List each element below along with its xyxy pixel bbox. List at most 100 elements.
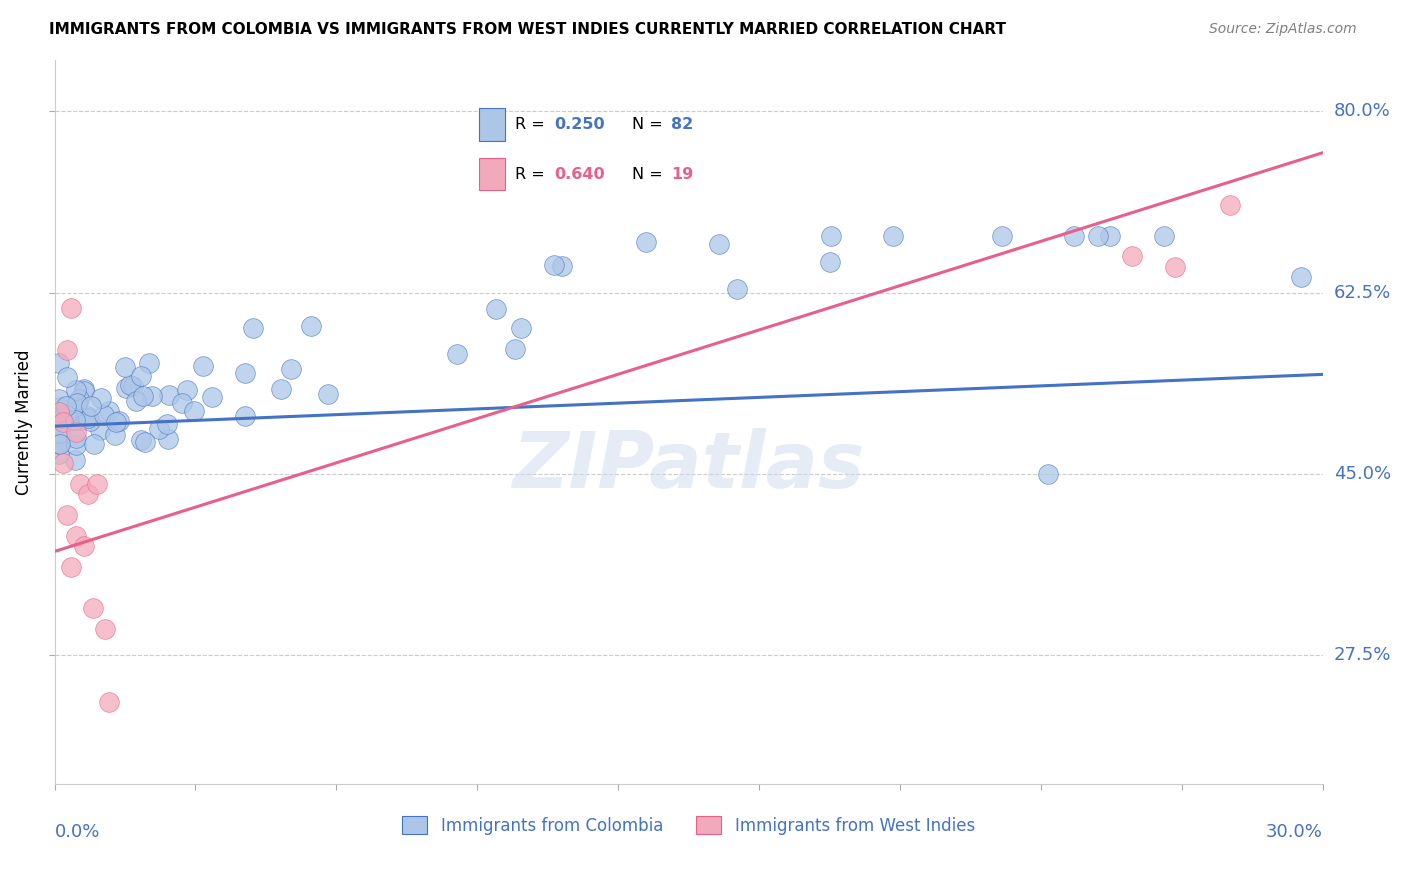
- Point: [48, 410, 70, 425]
- Point: [725, 282, 748, 296]
- Point: [94, 622, 117, 636]
- Legend: Immigrants from Colombia, Immigrants from West Indies: Immigrants from Colombia, Immigrants fro…: [395, 810, 981, 841]
- Text: 30.0%: 30.0%: [1265, 823, 1323, 841]
- Point: [129, 368, 152, 383]
- Point: [65, 425, 87, 440]
- Point: [446, 347, 468, 361]
- Point: [1153, 228, 1175, 243]
- Point: [79, 414, 101, 428]
- Point: [60, 560, 83, 574]
- Point: [551, 259, 574, 273]
- Point: [156, 417, 179, 431]
- Point: [97, 404, 120, 418]
- Point: [63, 413, 86, 427]
- Point: [242, 321, 264, 335]
- Point: [55, 408, 77, 422]
- Point: [1098, 228, 1121, 243]
- Bar: [479, 108, 505, 141]
- Point: [56, 508, 79, 523]
- Point: [90, 391, 112, 405]
- Point: [73, 382, 96, 396]
- Point: [48, 436, 70, 450]
- Text: N =: N =: [633, 117, 668, 132]
- Point: [69, 477, 91, 491]
- Point: [170, 396, 193, 410]
- Point: [131, 389, 153, 403]
- Point: [148, 422, 170, 436]
- Point: [157, 388, 180, 402]
- Point: [157, 432, 180, 446]
- Point: [1163, 260, 1185, 274]
- Point: [70, 412, 93, 426]
- Point: [86, 477, 108, 491]
- Point: [176, 383, 198, 397]
- Point: [49, 437, 72, 451]
- Point: [125, 393, 148, 408]
- Point: [707, 236, 730, 251]
- Point: [316, 387, 339, 401]
- Text: 82: 82: [671, 117, 693, 132]
- Point: [107, 414, 129, 428]
- Text: N =: N =: [633, 167, 668, 182]
- Point: [89, 423, 111, 437]
- Point: [510, 321, 533, 335]
- Point: [52, 457, 75, 471]
- Point: [48, 437, 70, 451]
- Point: [120, 378, 142, 392]
- Point: [51, 411, 73, 425]
- Point: [991, 228, 1014, 243]
- Point: [48, 392, 70, 406]
- Point: [818, 255, 841, 269]
- Point: [49, 425, 72, 440]
- Point: [134, 434, 156, 449]
- Point: [634, 235, 657, 249]
- Point: [129, 433, 152, 447]
- Bar: [479, 158, 505, 190]
- Point: [73, 384, 96, 399]
- Point: [65, 383, 87, 397]
- Point: [183, 403, 205, 417]
- Point: [882, 228, 904, 243]
- Text: R =: R =: [515, 167, 550, 182]
- Point: [48, 356, 70, 370]
- Point: [52, 415, 75, 429]
- Point: [1218, 197, 1240, 211]
- Point: [543, 258, 565, 272]
- Point: [820, 228, 842, 243]
- Point: [67, 392, 90, 406]
- Text: 0.0%: 0.0%: [55, 823, 100, 841]
- Point: [66, 396, 89, 410]
- Point: [76, 409, 98, 424]
- Point: [141, 389, 163, 403]
- Point: [104, 428, 127, 442]
- Point: [105, 416, 128, 430]
- Point: [48, 400, 70, 414]
- Text: 27.5%: 27.5%: [1334, 646, 1391, 664]
- Point: [233, 409, 256, 423]
- Point: [270, 382, 292, 396]
- Point: [60, 301, 83, 315]
- Point: [48, 405, 70, 419]
- Point: [55, 399, 77, 413]
- Point: [233, 366, 256, 380]
- Text: IMMIGRANTS FROM COLOMBIA VS IMMIGRANTS FROM WEST INDIES CURRENTLY MARRIED CORREL: IMMIGRANTS FROM COLOMBIA VS IMMIGRANTS F…: [49, 22, 1007, 37]
- Point: [114, 360, 136, 375]
- Point: [121, 379, 143, 393]
- Point: [138, 356, 160, 370]
- Text: 62.5%: 62.5%: [1334, 284, 1391, 301]
- Text: 0.640: 0.640: [554, 167, 605, 182]
- Text: 45.0%: 45.0%: [1334, 465, 1391, 483]
- Point: [56, 369, 79, 384]
- Point: [201, 391, 224, 405]
- Point: [65, 529, 87, 543]
- Text: ZIPatlas: ZIPatlas: [512, 427, 865, 503]
- Text: 19: 19: [671, 167, 693, 182]
- Point: [82, 601, 104, 615]
- Point: [115, 381, 138, 395]
- Point: [73, 539, 96, 553]
- Point: [48, 447, 70, 461]
- Point: [503, 343, 526, 357]
- Point: [80, 399, 103, 413]
- Point: [62, 401, 84, 415]
- Point: [77, 410, 100, 425]
